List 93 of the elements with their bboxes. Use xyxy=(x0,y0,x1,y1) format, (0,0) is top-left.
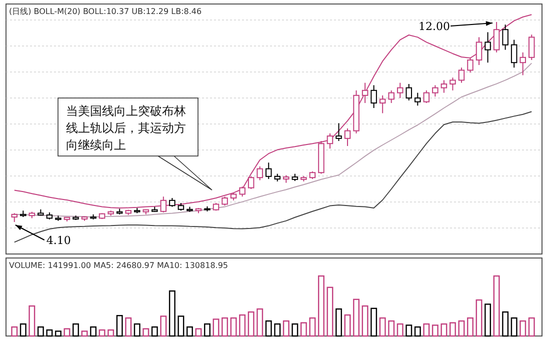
candlestick xyxy=(239,186,246,198)
candlestick xyxy=(344,128,351,146)
bar xyxy=(212,318,220,337)
bar xyxy=(432,324,438,337)
bar xyxy=(458,320,465,337)
bar xyxy=(37,326,44,337)
candlestick xyxy=(450,77,456,91)
candlestick xyxy=(528,34,535,60)
candlestick xyxy=(370,84,377,108)
bar xyxy=(282,320,290,337)
bar xyxy=(344,314,351,337)
bar xyxy=(449,322,456,337)
bar xyxy=(108,329,114,337)
bar xyxy=(274,323,281,337)
bar xyxy=(388,320,395,337)
bar xyxy=(493,275,500,337)
bar xyxy=(484,304,492,337)
candlestick xyxy=(493,22,500,53)
bar xyxy=(186,326,193,337)
bar xyxy=(414,326,421,337)
candlestick xyxy=(502,24,508,50)
bar xyxy=(64,328,70,337)
candlestick xyxy=(467,56,474,74)
bar xyxy=(239,314,246,337)
callout: 当美国线向上突破布林线上轨以后，其运动方向继续向上 xyxy=(58,98,212,190)
candlestick xyxy=(432,84,438,98)
candlestick xyxy=(458,67,465,84)
bar xyxy=(502,311,509,337)
bar xyxy=(46,329,53,337)
bar xyxy=(151,326,158,337)
bar xyxy=(116,315,123,337)
bar xyxy=(160,316,167,337)
bar xyxy=(98,329,106,337)
bar xyxy=(362,305,368,337)
annotation: 12.00 xyxy=(418,20,450,33)
bar xyxy=(406,324,412,337)
bar xyxy=(423,323,430,337)
bar xyxy=(248,311,254,337)
bar xyxy=(11,326,18,337)
bar xyxy=(326,286,334,337)
candlestick xyxy=(265,162,272,180)
bar xyxy=(125,317,132,337)
bar xyxy=(81,330,88,337)
bar xyxy=(265,320,272,337)
candlestick xyxy=(396,82,404,98)
bar xyxy=(440,323,448,337)
candlestick xyxy=(388,90,394,104)
bar xyxy=(28,305,36,337)
candlestick xyxy=(476,36,482,66)
bar xyxy=(54,330,62,337)
bar xyxy=(72,323,79,337)
bar xyxy=(336,308,342,337)
candlestick xyxy=(484,32,491,64)
bar xyxy=(292,323,298,337)
bar xyxy=(168,290,176,337)
candlestick xyxy=(248,176,254,190)
text: 4.10 xyxy=(46,234,71,247)
candlestick xyxy=(414,92,421,106)
candlestick xyxy=(379,94,386,114)
candlestick xyxy=(510,39,518,68)
annotation: 当美国线向上突破布林线上轨以后，其运动方向继续向上 xyxy=(66,104,186,152)
bar xyxy=(370,308,378,337)
bar xyxy=(195,328,202,337)
candlestick xyxy=(406,84,412,101)
bar xyxy=(309,317,316,337)
candlestick xyxy=(362,82,368,104)
bar xyxy=(528,317,535,337)
bar xyxy=(353,298,360,337)
bar xyxy=(520,320,526,337)
bar xyxy=(379,317,386,337)
bar xyxy=(230,317,237,337)
bar xyxy=(467,317,474,337)
bar xyxy=(178,316,184,337)
candlestick xyxy=(423,90,430,104)
candlestick xyxy=(520,52,526,76)
text: VOLUME: 141991.00 MA5: 24680.97 MA10: 130818.95 xyxy=(9,261,228,270)
bar xyxy=(396,323,404,337)
bar xyxy=(142,328,150,337)
bar xyxy=(204,323,210,337)
bar xyxy=(510,317,518,337)
bar xyxy=(222,317,228,337)
candlestick xyxy=(326,132,334,150)
bar xyxy=(300,322,307,337)
bar xyxy=(134,323,140,337)
candlestick xyxy=(256,166,263,181)
bar xyxy=(476,299,482,337)
bar xyxy=(20,323,26,337)
chart-title: (日线) BOLL-M(20) BOLL:10.37 UB:12.29 LB:8.46 xyxy=(9,7,202,16)
bar xyxy=(256,308,264,337)
candlestick xyxy=(336,122,342,142)
bar xyxy=(90,326,97,337)
candlestick xyxy=(440,80,448,94)
bar xyxy=(318,275,324,337)
